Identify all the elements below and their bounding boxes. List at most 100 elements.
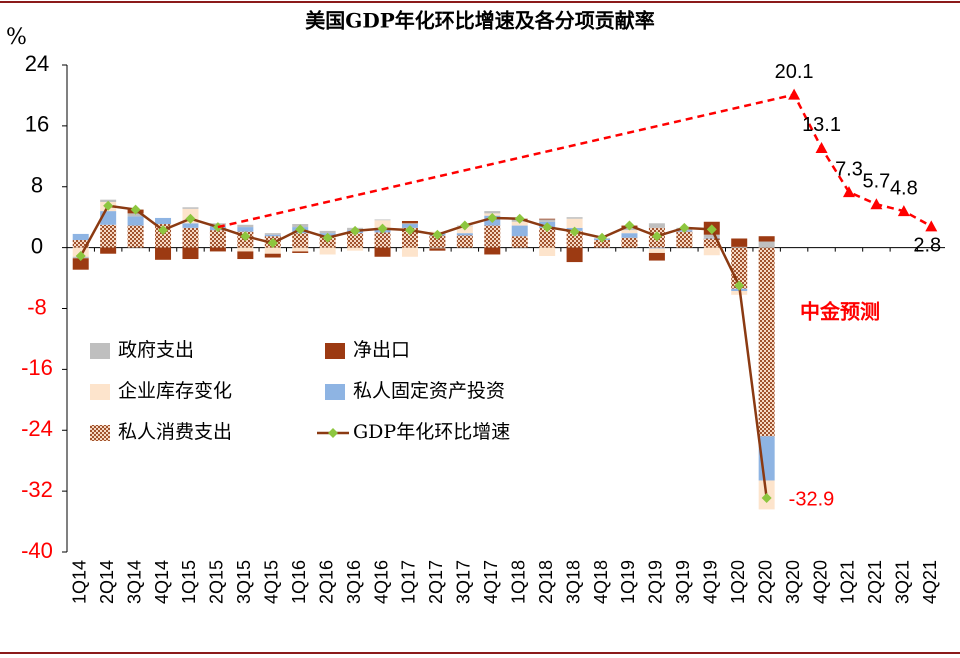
bar-segment (703, 237, 720, 239)
bar-segment (209, 230, 226, 248)
x-tick-label: 3Q19 (673, 560, 693, 604)
x-tick-label: 4Q18 (591, 560, 611, 604)
bar-segment (127, 213, 144, 217)
bar-segment (72, 258, 89, 270)
bar-segment (703, 234, 720, 238)
bar-segment (429, 235, 446, 248)
bar-segment (100, 247, 117, 254)
x-tick-label: 2Q21 (865, 560, 885, 604)
y-tick-label: -16 (21, 355, 53, 380)
y-axis-label: % (6, 25, 27, 50)
bar-segment (566, 218, 583, 228)
bar-segment (731, 238, 748, 247)
bar-segment (374, 219, 391, 221)
bar-segment (429, 247, 446, 249)
bar-segment (292, 251, 309, 253)
legend-swatch (90, 384, 110, 400)
bar-segment (347, 233, 364, 248)
marker (925, 220, 938, 232)
marker (322, 232, 333, 243)
bar-segment (758, 241, 775, 248)
marker (240, 231, 251, 242)
marker (404, 225, 415, 236)
bar-segment (374, 247, 391, 257)
x-tick-label: 4Q19 (701, 560, 721, 604)
marker (432, 229, 443, 240)
bar-segment (731, 246, 748, 248)
bar-segment (511, 225, 528, 237)
bar-segment (401, 227, 418, 248)
bar-segment (484, 247, 501, 255)
marker (459, 220, 470, 231)
x-tick-label: 1Q17 (399, 560, 419, 604)
bar-segment (539, 219, 556, 222)
y-tick-label: 24 (25, 51, 49, 76)
x-tick-label: 2Q20 (755, 560, 775, 604)
marker (734, 280, 745, 291)
bar-segment (155, 247, 172, 260)
bar-segment (182, 223, 199, 228)
bar-segment (401, 220, 418, 224)
bar-segment (648, 247, 665, 249)
marker (185, 213, 196, 224)
x-tick-label: 3Q15 (234, 560, 254, 604)
bar-segment (758, 236, 775, 242)
marker (897, 205, 910, 217)
data-label: -32.9 (789, 488, 835, 510)
bar-segment (264, 233, 281, 235)
bar-segment (484, 225, 501, 248)
x-tick-label: 1Q19 (618, 560, 638, 604)
y-tick-label: 8 (31, 173, 43, 198)
bar-segment (100, 224, 117, 248)
bar-segment (594, 240, 611, 248)
annotation: 中金预测 (800, 300, 880, 324)
bar-segment (264, 253, 281, 258)
y-tick-label: 0 (31, 233, 43, 258)
data-label: 4.8 (890, 177, 918, 199)
y-tick-label: -24 (21, 416, 53, 441)
x-tick-label: 1Q15 (179, 560, 199, 604)
bar-segment (566, 217, 583, 219)
bar-segment (127, 216, 144, 226)
bar-segment (621, 233, 638, 238)
marker (377, 223, 388, 234)
legend-label: 企业库存变化 (118, 380, 232, 402)
legend-label: 私人消费支出 (118, 421, 232, 443)
data-label: 2.8 (913, 235, 941, 257)
x-tick-label: 2Q18 (536, 560, 556, 604)
bar-segment (539, 227, 556, 248)
x-tick-label: 3Q17 (454, 560, 474, 604)
data-label: 5.7 (863, 171, 891, 193)
x-tick-label: 2Q19 (646, 560, 666, 604)
bar-segment (401, 247, 418, 257)
x-tick-label: 4Q15 (262, 560, 282, 604)
marker (542, 222, 553, 233)
marker (350, 225, 361, 236)
marker (514, 213, 525, 224)
legend-label: 净出口 (353, 339, 410, 361)
bar-segment (703, 238, 720, 248)
x-tick-label: 3Q16 (344, 560, 364, 604)
line (79, 204, 768, 499)
x-tick-label: 3Q20 (783, 560, 803, 604)
legend-label: GDP年化环比增速 (353, 421, 510, 443)
x-tick-label: 1Q20 (728, 560, 748, 604)
bar-segment (292, 233, 309, 248)
bar-segment (621, 237, 638, 248)
marker (487, 212, 498, 223)
y-tick-label: -8 (27, 294, 47, 319)
bar-segment (237, 247, 254, 252)
x-tick-label: 1Q14 (69, 560, 89, 604)
bar-segment (237, 224, 254, 228)
marker (788, 88, 801, 100)
y-tick-label: 16 (25, 112, 49, 137)
bar-segment (539, 247, 556, 256)
bar-segment (155, 217, 172, 225)
marker (761, 492, 772, 503)
x-tick-label: 3Q18 (563, 560, 583, 604)
x-tick-label: 4Q17 (481, 560, 501, 604)
data-label: 13.1 (802, 114, 841, 136)
y-tick-label: -40 (21, 538, 53, 563)
legend-label: 私人固定资产投资 (353, 380, 505, 402)
